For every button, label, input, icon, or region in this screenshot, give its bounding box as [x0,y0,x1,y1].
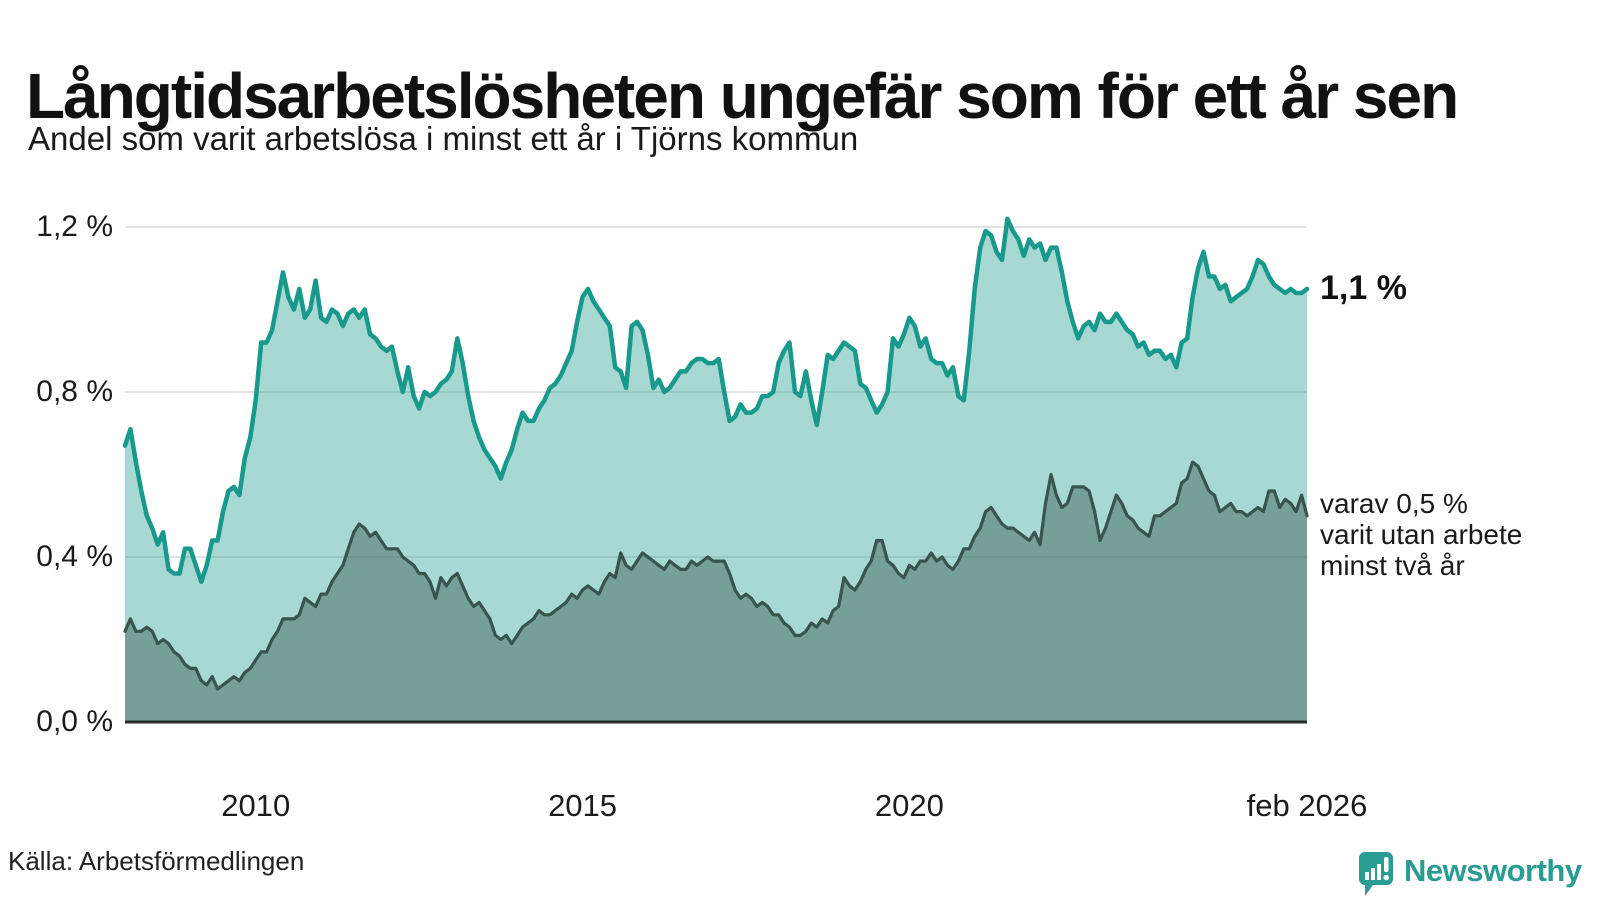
newsworthy-logo-text: Newsworthy [1404,853,1582,888]
logo-exclamation-bar [1384,857,1389,872]
logo-bar-1 [1365,872,1369,880]
page-title: Långtidsarbetslösheten ungefär som för e… [26,59,1459,132]
logo-bar-2 [1371,868,1375,880]
series2-annotation-line1: varav 0,5 % [1320,487,1468,519]
newsworthy-logo-icon [1359,852,1393,896]
series-line-2 [123,460,1309,691]
series1-end-value-label: 1,1 % [1320,268,1407,307]
x-axis-label-feb-2026: feb 2026 [1246,788,1368,823]
series-area-2 [125,462,1307,722]
y-axis-label-1-2: 1,2 % [36,210,113,243]
series-line-1 [122,216,1310,585]
y-axis-label-0-8: 0,8 % [36,375,113,408]
series2-end-annotation: varav 0,5 % varit utan arbete minst två … [1320,488,1522,581]
source-attribution: Källa: Arbetsförmedlingen [8,846,305,876]
logo-exclamation-dot [1383,874,1389,881]
y-axis-label-0-0: 0,0 % [36,705,113,738]
series2-annotation-line2: varit utan arbete [1320,518,1523,550]
x-axis-label-2020: 2020 [874,788,944,823]
logo-bar-3 [1377,864,1381,880]
page-subtitle: Andel som varit arbetslösa i minst ett å… [28,120,859,157]
x-axis-label-2015: 2015 [548,788,618,823]
series2-annotation-line3: minst två år [1320,549,1465,581]
x-axis-label-2010: 2010 [221,788,291,823]
newsworthy-logo: Newsworthy [1358,850,1582,898]
y-axis-label-0-4: 0,4 % [36,540,113,573]
series-area-1 [125,218,1307,723]
